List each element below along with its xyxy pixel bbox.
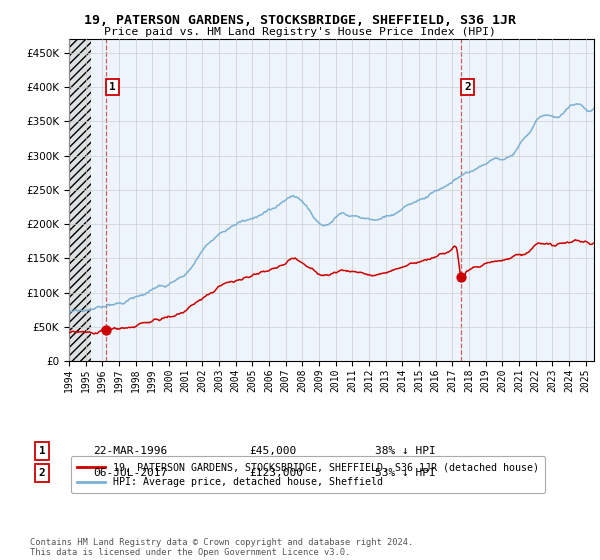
- Text: 53% ↓ HPI: 53% ↓ HPI: [375, 468, 436, 478]
- Text: 2: 2: [464, 82, 471, 92]
- Text: £45,000: £45,000: [249, 446, 296, 456]
- Text: 06-JUL-2017: 06-JUL-2017: [93, 468, 167, 478]
- Text: Price paid vs. HM Land Registry's House Price Index (HPI): Price paid vs. HM Land Registry's House …: [104, 27, 496, 37]
- Text: 1: 1: [38, 446, 46, 456]
- Text: £123,000: £123,000: [249, 468, 303, 478]
- Legend: 19, PATERSON GARDENS, STOCKSBRIDGE, SHEFFIELD, S36 1JR (detached house), HPI: Av: 19, PATERSON GARDENS, STOCKSBRIDGE, SHEF…: [71, 456, 545, 493]
- Text: 19, PATERSON GARDENS, STOCKSBRIDGE, SHEFFIELD, S36 1JR: 19, PATERSON GARDENS, STOCKSBRIDGE, SHEF…: [84, 14, 516, 27]
- Text: 2: 2: [38, 468, 46, 478]
- Point: [456, 273, 466, 282]
- Text: 22-MAR-1996: 22-MAR-1996: [93, 446, 167, 456]
- Text: 1: 1: [109, 82, 116, 92]
- Text: Contains HM Land Registry data © Crown copyright and database right 2024.
This d: Contains HM Land Registry data © Crown c…: [30, 538, 413, 557]
- Point: [101, 326, 111, 335]
- Text: 38% ↓ HPI: 38% ↓ HPI: [375, 446, 436, 456]
- Bar: [69, 39, 91, 361]
